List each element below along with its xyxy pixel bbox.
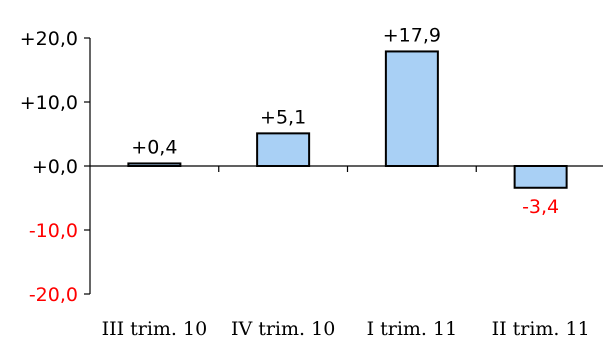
category-label: III trim. 10 (102, 318, 208, 340)
data-label: -3,4 (522, 196, 559, 218)
y-tick-label: -10,0 (29, 220, 78, 242)
category-label: II trim. 11 (492, 318, 590, 340)
data-labels: +0,4 +5,1 +17,9 -3,4 (131, 24, 559, 217)
data-label: +0,4 (131, 136, 177, 158)
data-label: +5,1 (260, 106, 306, 128)
y-tick-label: +20,0 (20, 28, 78, 50)
bar (256, 132, 311, 167)
y-tick-label: -20,0 (29, 284, 78, 306)
x-axis-categories: III trim. 10 IV trim. 10 I trim. 11 II trim… (102, 318, 590, 340)
data-label: +17,9 (383, 24, 441, 46)
y-axis-ticks: +20,0 +10,0 +0,0 -10,0 -20,0 (20, 28, 477, 306)
y-tick-label: +10,0 (20, 92, 78, 114)
bar (384, 50, 439, 167)
y-tick-label: +0,0 (32, 156, 78, 178)
category-label: I trim. 11 (367, 318, 458, 340)
category-label: IV trim. 10 (231, 318, 335, 340)
bars (127, 50, 568, 189)
bar (513, 165, 568, 189)
